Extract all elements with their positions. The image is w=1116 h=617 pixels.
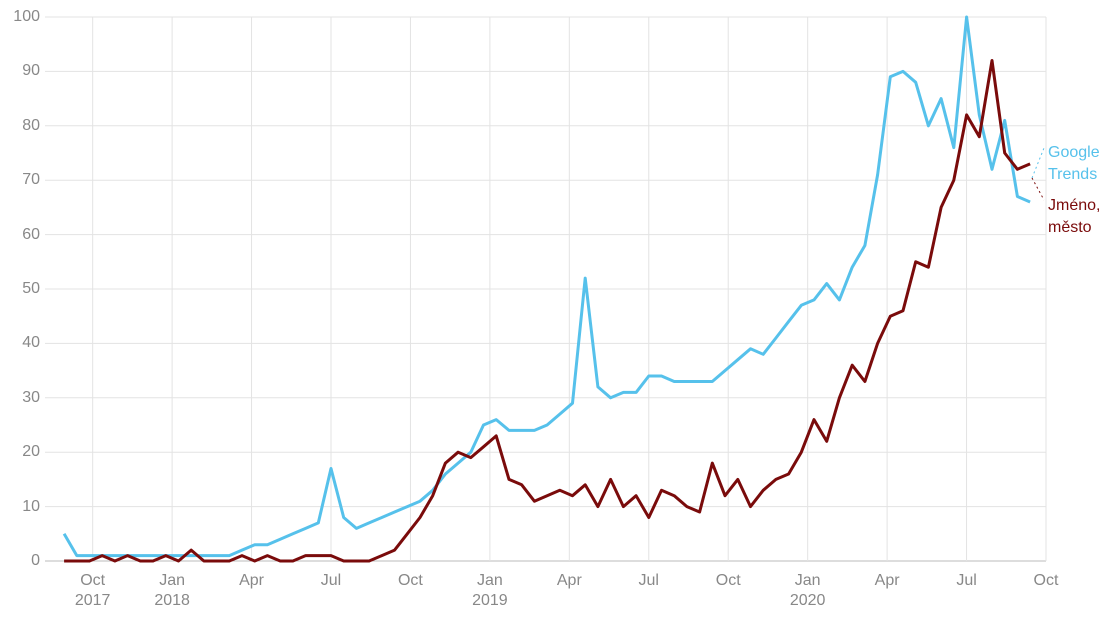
y-tick-label: 90 [22, 62, 40, 80]
legend-label: Google Trends [1048, 144, 1100, 183]
y-tick-label: 80 [22, 116, 40, 134]
x-tick-label: Jan 2020 [789, 572, 826, 609]
label-connector [1031, 147, 1045, 179]
x-tick-label: Jul [320, 572, 342, 589]
y-tick-label: 20 [22, 443, 40, 461]
x-tick-label: Oct [715, 572, 741, 589]
series-line [62, 15, 1031, 558]
x-tick-label: Jul [956, 572, 977, 589]
x-tick-label: Apr [239, 572, 264, 589]
x-tick-label: Oct 2017 [74, 572, 111, 609]
y-tick-label: 70 [22, 171, 40, 189]
x-tick-label: Apr [556, 572, 582, 589]
y-tick-label: 0 [31, 552, 40, 569]
y-tick-label: 30 [22, 388, 40, 406]
y-tick-label: 10 [22, 497, 40, 515]
x-tick-label: Oct [397, 572, 423, 589]
y-tick-label: 50 [22, 280, 40, 297]
label-connector [1031, 177, 1045, 201]
y-tick-label: 60 [22, 225, 40, 243]
x-tick-label: Oct [1033, 572, 1059, 589]
y-tick-label: 40 [22, 334, 40, 352]
x-tick-label: Jan 2019 [472, 572, 508, 609]
series-line [64, 59, 1031, 563]
x-tick-label: Jan 2018 [154, 572, 190, 609]
y-tick-label: 100 [13, 8, 40, 25]
legend-label: Jméno, město [1048, 197, 1101, 236]
x-tick-label: Jul [638, 572, 659, 589]
x-tick-label: Apr [874, 572, 900, 589]
